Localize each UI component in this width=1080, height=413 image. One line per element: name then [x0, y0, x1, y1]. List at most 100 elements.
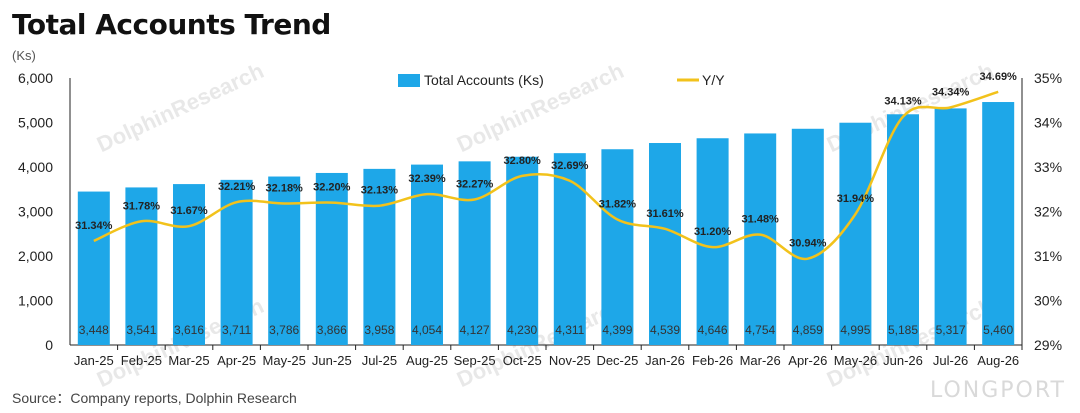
- x-tick-label: Feb-26: [692, 353, 733, 368]
- line-value-label: 31.34%: [75, 220, 113, 232]
- legend-swatch-bar: [398, 74, 420, 87]
- bar: [220, 179, 253, 345]
- right-axis-tick-label: 31%: [1034, 248, 1062, 264]
- line-value-label: 34.69%: [980, 71, 1018, 83]
- bar: [553, 153, 586, 345]
- bar: [601, 149, 634, 345]
- source-note: Source：Company reports, Dolphin Research: [12, 390, 297, 406]
- left-axis-tick-label: 1,000: [18, 293, 53, 309]
- bar-value-label: 3,711: [222, 323, 251, 337]
- x-tick-label: Apr-25: [217, 353, 256, 368]
- bar: [982, 102, 1015, 345]
- right-axis-tick-label: 32%: [1034, 204, 1062, 220]
- x-tick-label: Jul-25: [362, 353, 397, 368]
- bar-value-label: 3,786: [269, 323, 299, 337]
- x-tick-label: Dec-25: [596, 353, 638, 368]
- bar-value-label: 4,646: [698, 323, 728, 337]
- legend-label: Y/Y: [702, 72, 725, 88]
- bar: [363, 168, 396, 345]
- yy-line: [93, 90, 999, 260]
- x-tick-label: May-25: [263, 353, 306, 368]
- bar-value-label: 4,311: [555, 323, 584, 337]
- bar: [77, 191, 110, 345]
- bar-value-label: 5,317: [936, 323, 966, 337]
- bar: [696, 138, 729, 345]
- bar-value-label: 4,054: [412, 323, 442, 337]
- right-axis-tick-label: 33%: [1034, 159, 1062, 175]
- left-axis-unit: (Ks): [12, 48, 36, 63]
- left-axis-tick-label: 6,000: [18, 70, 53, 86]
- line-value-label: 31.82%: [599, 199, 637, 211]
- bar-value-label: 4,859: [793, 323, 823, 337]
- bar: [458, 161, 491, 345]
- bar-value-label: 4,754: [745, 323, 775, 337]
- x-tick-label: Jan-25: [74, 353, 114, 368]
- line-value-label: 32.39%: [408, 173, 446, 185]
- line-value-label: 31.67%: [170, 205, 208, 217]
- x-tick-label: Jul-26: [933, 353, 968, 368]
- line-value-label: 31.61%: [646, 208, 684, 220]
- bar: [839, 122, 872, 345]
- line-value-label: 32.18%: [266, 182, 304, 194]
- bar-value-label: 3,448: [79, 323, 109, 337]
- bar: [315, 172, 348, 345]
- line-value-label: 32.69%: [551, 160, 589, 172]
- bar: [125, 187, 158, 345]
- x-tick-label: Nov-25: [549, 353, 591, 368]
- x-tick-label: Aug-25: [406, 353, 448, 368]
- line-value-label: 31.94%: [837, 193, 875, 205]
- bar-value-label: 5,460: [983, 323, 1013, 337]
- bar-value-label: 4,127: [460, 323, 490, 337]
- legend-label: Total Accounts (Ks): [424, 72, 544, 88]
- left-axis-tick-label: 5,000: [18, 115, 53, 131]
- line-value-label: 31.78%: [123, 200, 161, 212]
- bar-value-label: 4,399: [602, 323, 632, 337]
- bar: [173, 184, 205, 345]
- longport-logo: LONGPORT: [929, 378, 1066, 403]
- bar: [791, 128, 824, 345]
- line-value-label: 34.34%: [932, 86, 970, 98]
- bar-value-label: 3,616: [174, 323, 204, 337]
- x-tick-label: Feb-25: [121, 353, 162, 368]
- bar-value-label: 3,958: [364, 323, 394, 337]
- bar: [411, 164, 443, 345]
- left-axis-tick-label: 4,000: [18, 159, 53, 175]
- line-value-label: 32.21%: [218, 181, 256, 193]
- x-tick-label: Sep-25: [454, 353, 496, 368]
- x-tick-label: Mar-25: [168, 353, 209, 368]
- x-tick-label: Jun-25: [312, 353, 352, 368]
- left-axis-tick-label: 2,000: [18, 248, 53, 264]
- bar-value-label: 4,230: [507, 323, 537, 337]
- line-value-label: 34.13%: [884, 96, 922, 108]
- right-axis-tick-label: 34%: [1034, 115, 1062, 131]
- right-axis-tick-label: 29%: [1034, 337, 1062, 353]
- x-tick-label: Mar-26: [740, 353, 781, 368]
- bar: [934, 108, 967, 346]
- right-axis-tick-label: 30%: [1034, 293, 1062, 309]
- line-value-label: 32.80%: [504, 155, 542, 167]
- x-tick-label: Jun-26: [883, 353, 923, 368]
- bar-value-label: 3,866: [317, 323, 347, 337]
- bar-value-label: 5,185: [888, 323, 918, 337]
- x-tick-label: May-26: [834, 353, 877, 368]
- right-axis-tick-label: 35%: [1034, 70, 1062, 86]
- line-value-label: 32.20%: [313, 182, 351, 194]
- bar: [887, 114, 919, 345]
- x-tick-label: Apr-26: [788, 353, 827, 368]
- bar: [649, 143, 681, 345]
- left-axis-tick-label: 3,000: [18, 204, 53, 220]
- line-value-label: 32.13%: [361, 185, 399, 197]
- x-tick-label: Jan-26: [645, 353, 685, 368]
- line-value-label: 31.20%: [694, 226, 732, 238]
- bar: [506, 156, 539, 345]
- line-value-label: 30.94%: [789, 238, 827, 250]
- x-tick-label: Aug-26: [977, 353, 1019, 368]
- left-axis-tick-label: 0: [45, 337, 53, 353]
- line-value-label: 31.48%: [742, 214, 780, 226]
- chart-title: Total Accounts Trend: [12, 8, 331, 41]
- x-tick-label: Oct-25: [503, 353, 542, 368]
- line-value-label: 32.27%: [456, 178, 494, 190]
- bar-value-label: 3,541: [126, 323, 156, 337]
- bar-value-label: 4,539: [650, 323, 680, 337]
